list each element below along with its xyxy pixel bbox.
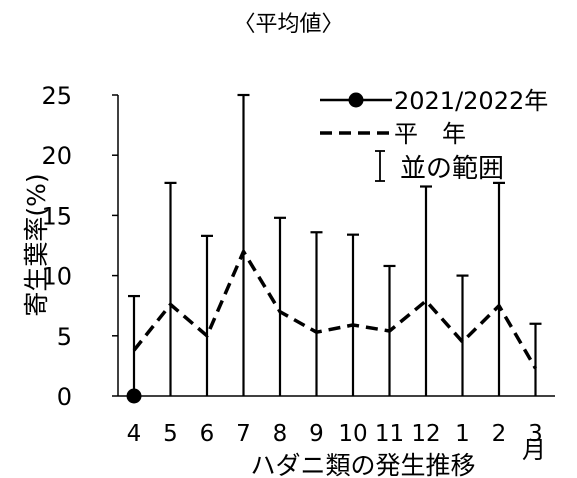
data-point-current	[126, 388, 142, 404]
chart-title: 〈平均値〉	[233, 12, 344, 37]
x-tick-label: 4	[127, 421, 142, 447]
x-tick-label: 9	[309, 421, 324, 447]
x-tick-label: 11	[375, 421, 404, 447]
x-tick-label: 5	[163, 421, 178, 447]
x-tick-label: 12	[411, 421, 440, 447]
y-tick-label: 0	[57, 383, 72, 411]
x-tick-label: 1	[455, 421, 470, 447]
y-tick-label: 15	[41, 202, 72, 230]
y-tick-label: 10	[41, 263, 72, 291]
x-tick-label: 7	[236, 421, 251, 447]
y-tick-label: 25	[41, 82, 72, 110]
x-tick-label: 10	[338, 421, 367, 447]
y-tick-label: 5	[57, 323, 72, 351]
x-tick-label: 3	[528, 421, 543, 447]
x-tick-label: 2	[492, 421, 507, 447]
y-axis-title: 寄生葉率(%)	[22, 173, 51, 316]
x-axis-title: ハダニ類の発生推移	[250, 451, 475, 478]
legend-label-range: 並の範囲	[400, 154, 504, 184]
x-unit-label: 月	[522, 436, 546, 464]
x-tick-label: 8	[273, 421, 288, 447]
legend-label-heinen: 平 年	[394, 120, 466, 148]
series-line-heinen	[132, 249, 538, 370]
legend-label-current: 2021/2022年	[394, 87, 548, 115]
y-tick-label: 20	[41, 142, 72, 170]
legend-marker-current	[348, 92, 364, 108]
x-tick-label: 6	[200, 421, 215, 447]
